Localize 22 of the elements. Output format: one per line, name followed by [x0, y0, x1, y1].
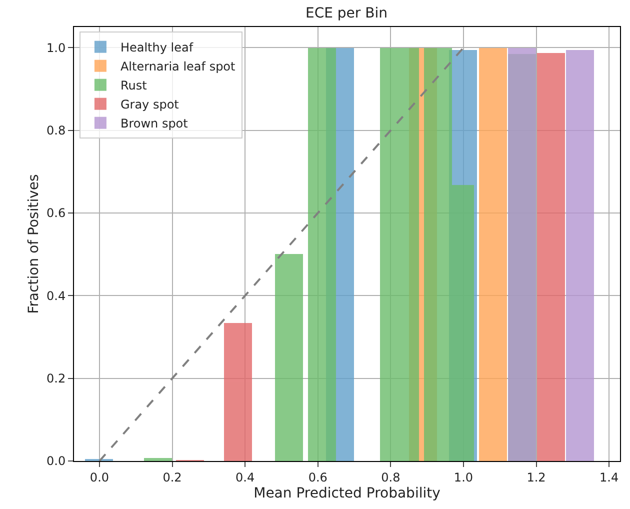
legend-label: Gray spot: [120, 98, 180, 112]
y-tick-label: 0.8: [46, 124, 66, 138]
legend-label: Alternaria leaf spot: [120, 60, 236, 74]
legend-label: Healthy leaf: [120, 40, 194, 55]
x-tick-label: 1.4: [600, 470, 619, 484]
y-tick-label: 0.4: [46, 288, 66, 303]
x-tick-label: 0.4: [236, 470, 255, 484]
y-tick-label: 0.0: [46, 454, 66, 468]
legend-label: Brown spot: [120, 116, 188, 131]
x-axis-title: Mean Predicted Probability: [254, 486, 440, 502]
chart-title: ECE per Bin: [306, 5, 388, 22]
y-tick-label: 1.0: [46, 40, 66, 55]
x-tick-label: 1.2: [526, 470, 546, 484]
x-tick-label: 0.0: [90, 470, 110, 484]
x-tick-label: 0.6: [308, 470, 328, 484]
y-axis-title: Fraction of Positives: [26, 174, 42, 314]
x-tick-label: 0.2: [162, 470, 182, 484]
x-tick-label: 1.0: [454, 470, 474, 484]
legend-label: Rust: [120, 78, 148, 93]
y-tick-label: 0.2: [46, 372, 66, 386]
x-tick-label: 0.8: [381, 470, 400, 484]
y-tick-label: 0.6: [46, 206, 66, 220]
